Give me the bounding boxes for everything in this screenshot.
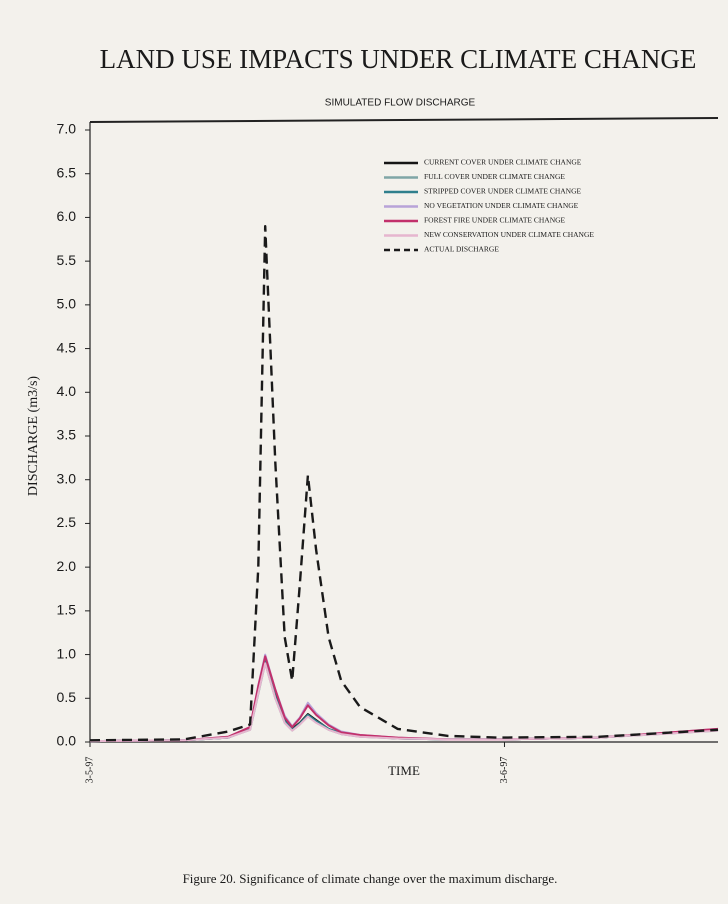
series-line xyxy=(89,655,719,743)
y-tick-label: 1.0 xyxy=(57,645,77,661)
chart-title: LAND USE IMPACTS UNDER CLIMATE CHANGE xyxy=(100,44,697,74)
y-tick-label: 3.5 xyxy=(57,427,77,443)
y-tick-label: 7.0 xyxy=(57,121,77,137)
legend-label: ACTUAL DISCHARGE xyxy=(424,245,499,254)
caption: Figure 20. Significance of climate chang… xyxy=(183,871,558,886)
y-tick-label: 4.5 xyxy=(57,339,77,355)
y-tick-label: 6.5 xyxy=(57,164,77,180)
y-tick-label: 2.5 xyxy=(57,514,77,530)
series-line xyxy=(89,225,719,742)
legend-label: NEW CONSERVATION UNDER CLIMATE CHANGE xyxy=(424,230,594,239)
series-line xyxy=(89,662,719,743)
y-tick-label: 0.0 xyxy=(57,733,77,749)
legend-label: FULL COVER UNDER CLIMATE CHANGE xyxy=(424,172,565,181)
series-line xyxy=(89,653,719,743)
y-tick-label: 5.0 xyxy=(57,296,77,312)
legend-label: FOREST FIRE UNDER CLIMATE CHANGE xyxy=(424,216,566,225)
y-tick-label: 4.0 xyxy=(57,383,77,399)
chart-subtitle: SIMULATED FLOW DISCHARGE xyxy=(325,98,476,109)
series-line xyxy=(89,662,719,743)
y-tick-label: 6.0 xyxy=(57,208,77,224)
series-line xyxy=(89,657,719,743)
x-tick-label: 3-5-97 xyxy=(84,757,95,784)
y-tick-label: 1.5 xyxy=(57,602,77,618)
y-axis-label: DISCHARGE (m3/s) xyxy=(26,376,41,497)
y-tick-label: 0.5 xyxy=(57,689,77,705)
y-tick-label: 2.0 xyxy=(57,558,77,574)
x-tick-label: 3-6-97 xyxy=(499,757,510,784)
x-axis-label: TIME xyxy=(388,763,420,778)
y-tick-label: 3.0 xyxy=(57,470,77,486)
legend-label: NO VEGETATION UNDER CLIMATE CHANGE xyxy=(424,201,579,210)
top-frame xyxy=(89,117,719,123)
legend-label: STRIPPED COVER UNDER CLIMATE CHANGE xyxy=(424,187,582,196)
legend-label: CURRENT COVER UNDER CLIMATE CHANGE xyxy=(424,158,582,167)
series-line xyxy=(89,659,719,743)
y-tick-label: 5.5 xyxy=(57,252,77,268)
